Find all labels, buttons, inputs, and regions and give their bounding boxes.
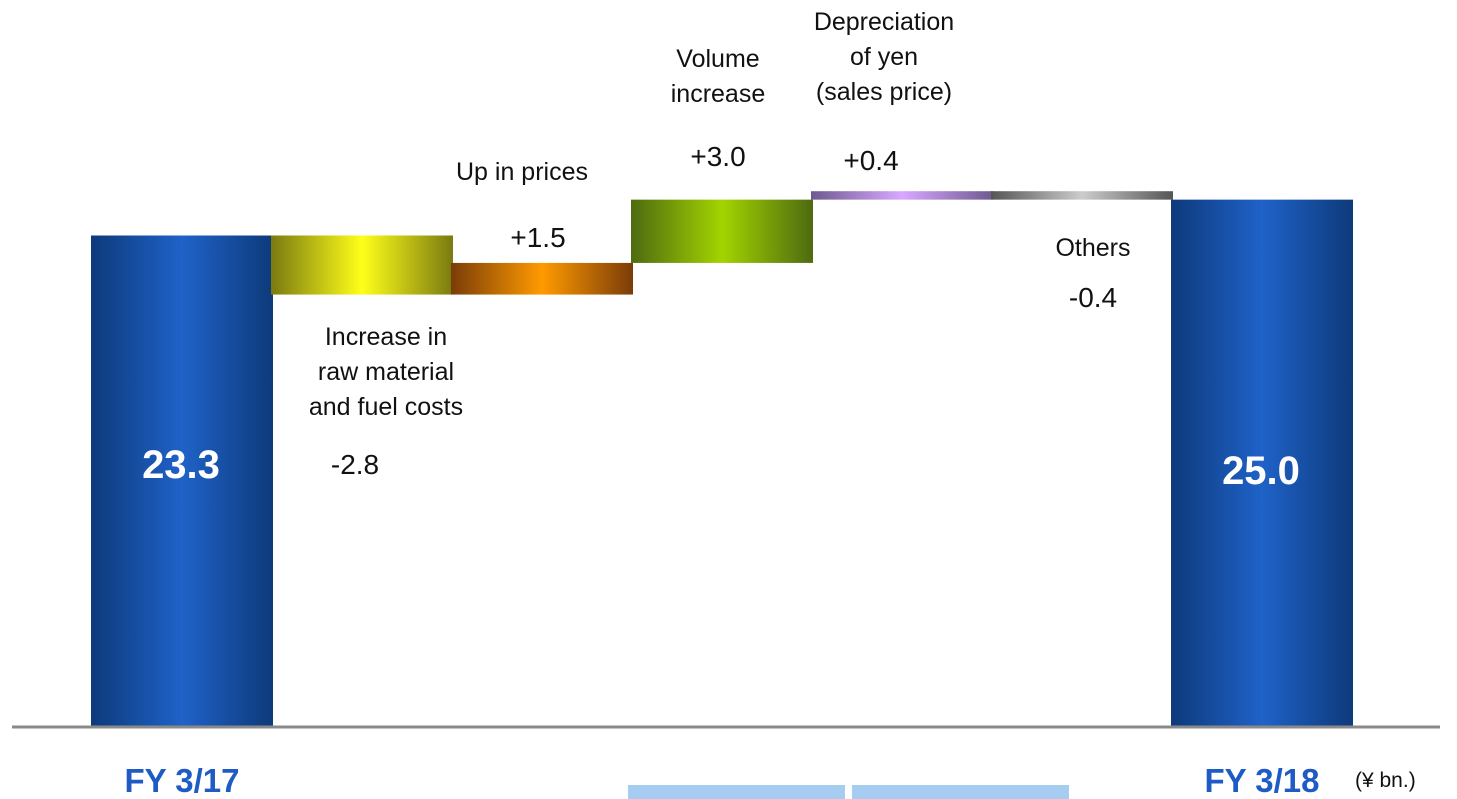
step-label-volume-1: Volume (676, 45, 759, 73)
bar-rawmat (271, 235, 453, 295)
labels-layer: 23.3 FY 3/17 -2.8 Increase in raw material an… (125, 8, 1320, 799)
category-label-fy318: FY 3/18 (1205, 762, 1320, 799)
step-label-rawmat-2: raw material (318, 358, 454, 386)
step-label-yen-3: (sales price) (816, 78, 952, 106)
step-label-rawmat-1: Increase in (325, 323, 447, 351)
value-label-yen: +0.4 (843, 145, 898, 176)
value-label-prices: +1.5 (510, 222, 565, 253)
legend-chips (628, 785, 1069, 799)
legend-chip-1 (628, 785, 845, 799)
value-label-fy317: 23.3 (142, 443, 220, 487)
bar-yen (811, 191, 993, 200)
step-label-rawmat-3: and fuel costs (309, 393, 463, 421)
bar-volume (631, 199, 813, 263)
value-label-fy318: 25.0 (1222, 449, 1300, 493)
step-label-others-1: Others (1055, 234, 1130, 262)
bar-fy318 (1171, 199, 1353, 728)
step-label-volume-2: increase (671, 80, 766, 108)
step-label-yen-2: of yen (850, 43, 918, 71)
step-label-yen-1: Depreciation (814, 8, 954, 36)
bar-fy317 (91, 235, 273, 727)
value-label-others: -0.4 (1069, 282, 1117, 313)
bars-layer (91, 191, 1353, 728)
value-label-rawmat: -2.8 (331, 449, 379, 480)
value-label-volume: +3.0 (690, 141, 745, 172)
step-label-prices-1: Up in prices (456, 158, 588, 186)
legend-chip-2 (852, 785, 1069, 799)
category-label-fy317: FY 3/17 (125, 762, 240, 799)
unit-label: (¥ bn.) (1355, 769, 1416, 792)
bar-others (991, 191, 1173, 200)
bar-prices (451, 262, 633, 295)
